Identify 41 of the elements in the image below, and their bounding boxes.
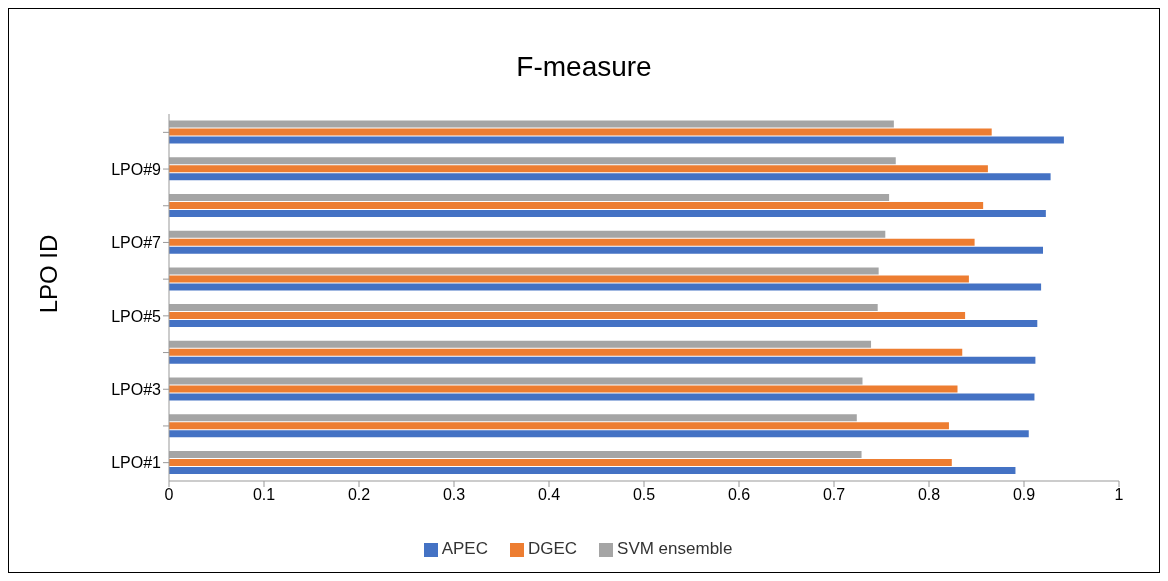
bar	[169, 238, 975, 246]
bar	[169, 128, 992, 136]
bar	[169, 312, 966, 320]
y-axis-title: LPO ID	[35, 234, 63, 314]
y-tick-label: LPO#7	[111, 234, 162, 252]
x-tick-label: 0.1	[252, 486, 276, 504]
x-tick-label: 0.4	[537, 486, 561, 504]
x-tick-label: 0.8	[917, 486, 941, 504]
chart-title: F-measure	[515, 51, 653, 83]
bar	[169, 348, 963, 356]
x-tick-label: 0.6	[727, 486, 751, 504]
bar	[169, 275, 969, 283]
x-tick-label: 0.9	[1012, 486, 1036, 504]
bar	[169, 458, 952, 466]
bar	[169, 393, 1035, 401]
bar	[169, 466, 1016, 474]
x-tick-label: 1	[1114, 486, 1124, 504]
bar	[169, 422, 949, 430]
legend-label: SVM ensemble	[617, 539, 733, 558]
bar	[169, 210, 1046, 218]
bar	[169, 202, 984, 210]
x-tick-label: 0.7	[822, 486, 846, 504]
bar	[169, 320, 1038, 328]
bar	[169, 173, 1051, 181]
bar	[169, 430, 1029, 438]
y-tick-label: LPO#3	[111, 380, 162, 398]
x-tick-label: 0.5	[632, 486, 656, 504]
x-tick-label: 0	[164, 486, 174, 504]
x-tick-label: 0.3	[442, 486, 466, 504]
legend-label: APEC	[441, 539, 488, 558]
y-tick-label: LPO#9	[111, 160, 162, 178]
y-tick-label: LPO#1	[111, 454, 162, 472]
bar	[169, 356, 1036, 364]
bar	[169, 385, 958, 393]
bar	[169, 246, 1043, 254]
x-tick-label: 0.2	[347, 486, 371, 504]
bar	[169, 165, 988, 173]
y-tick-label: LPO#5	[111, 307, 162, 325]
bar	[169, 136, 1064, 144]
legend-label: DGEC	[527, 539, 578, 558]
bar	[169, 283, 1042, 291]
